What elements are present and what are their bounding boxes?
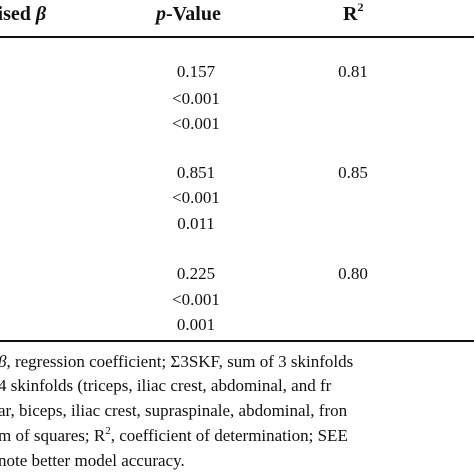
footnote-superscript: 2 [105, 425, 111, 437]
header-p-rest: -Value [166, 3, 221, 25]
header-r2-base: R [343, 3, 358, 25]
table-cell-p-value: 0.851 [176, 163, 216, 182]
header-r-squared: R2 [343, 0, 364, 26]
footnote-text: m of squares; R [0, 426, 106, 445]
header-p-value: p-Value [156, 2, 221, 26]
table-bottom-rule [0, 340, 474, 342]
header-p-italic: p [156, 3, 166, 25]
table-cell-p-value: 0.225 [176, 264, 216, 283]
footnote-line: m of squares; R2, coefficient of determi… [0, 424, 474, 447]
footnote-beta-symbol: β [0, 352, 6, 371]
footnote-line: 4 skinfolds (triceps, iliac crest, abdom… [0, 376, 332, 395]
footnote-text: , coefficient of determination; SEE [110, 426, 348, 445]
table-cell-p-value: 0.157 [176, 62, 216, 81]
table-cell-r-squared: 0.80 [338, 264, 368, 283]
table-cell-p-value: 0.001 [176, 315, 216, 334]
header-beta-text: lised [0, 3, 31, 25]
table-header-rule [0, 36, 474, 38]
header-standardised-beta: lised β [0, 2, 46, 26]
table-cell-p-value: <0.001 [172, 114, 220, 133]
table-cell-p-value: <0.001 [172, 188, 220, 207]
table-cell-r-squared: 0.81 [338, 62, 368, 81]
footnote-text: , regression coefficient; Σ3SKF, sum of … [6, 352, 354, 371]
table-cell-p-value: <0.001 [172, 290, 220, 309]
footnote-line: ar, biceps, iliac crest, supraspinale, a… [0, 401, 348, 420]
table-cell-p-value: <0.001 [172, 89, 220, 108]
header-r2-superscript: 2 [357, 0, 364, 14]
table-cell-p-value: 0.011 [177, 214, 215, 233]
footnote-line: β, regression coefficient; Σ3SKF, sum of… [0, 350, 474, 373]
table-cell-r-squared: 0.85 [338, 163, 368, 182]
footnote-line: note better model accuracy. [0, 451, 185, 470]
header-beta-symbol: β [35, 3, 47, 25]
